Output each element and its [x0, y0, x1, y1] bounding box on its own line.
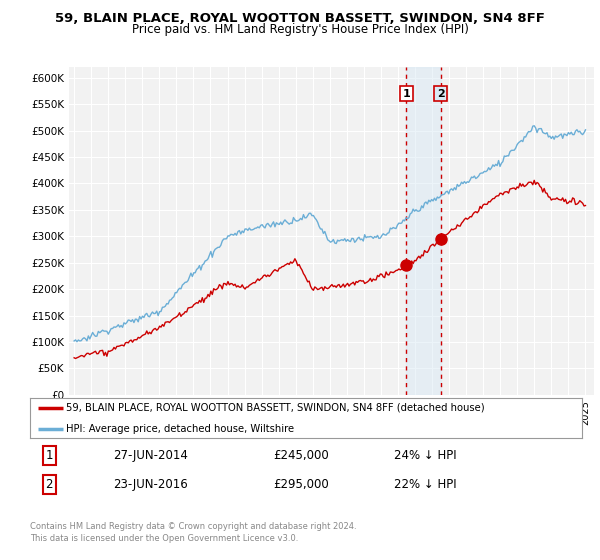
Text: 1: 1 — [46, 449, 53, 462]
Text: 24% ↓ HPI: 24% ↓ HPI — [394, 449, 457, 462]
Text: £295,000: £295,000 — [273, 478, 329, 491]
Text: Contains HM Land Registry data © Crown copyright and database right 2024.
This d: Contains HM Land Registry data © Crown c… — [30, 522, 356, 543]
Text: 23-JUN-2016: 23-JUN-2016 — [113, 478, 188, 491]
Text: 2: 2 — [46, 478, 53, 491]
Text: 1: 1 — [403, 88, 410, 99]
Text: 59, BLAIN PLACE, ROYAL WOOTTON BASSETT, SWINDON, SN4 8FF (detached house): 59, BLAIN PLACE, ROYAL WOOTTON BASSETT, … — [66, 403, 485, 413]
Text: 27-JUN-2014: 27-JUN-2014 — [113, 449, 188, 462]
Text: 2: 2 — [437, 88, 445, 99]
Text: £245,000: £245,000 — [273, 449, 329, 462]
Text: 59, BLAIN PLACE, ROYAL WOOTTON BASSETT, SWINDON, SN4 8FF: 59, BLAIN PLACE, ROYAL WOOTTON BASSETT, … — [55, 12, 545, 25]
Text: HPI: Average price, detached house, Wiltshire: HPI: Average price, detached house, Wilt… — [66, 424, 294, 434]
Text: Price paid vs. HM Land Registry's House Price Index (HPI): Price paid vs. HM Land Registry's House … — [131, 22, 469, 36]
Bar — [406, 67, 440, 395]
Text: 22% ↓ HPI: 22% ↓ HPI — [394, 478, 457, 491]
